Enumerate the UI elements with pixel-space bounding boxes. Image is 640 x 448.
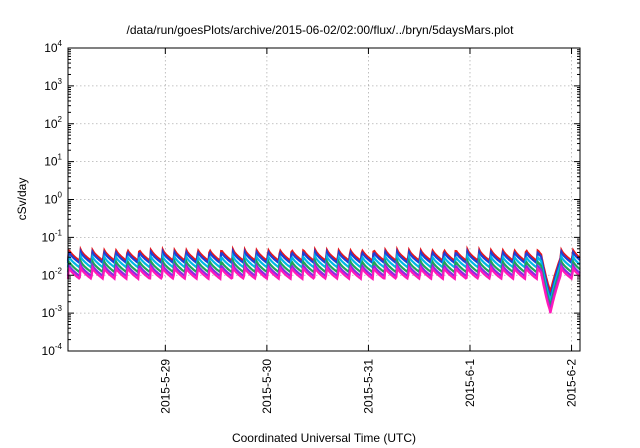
y-tick-label: 100: [44, 191, 62, 207]
grid: [68, 48, 580, 351]
x-tick-label: 2015-5-29: [158, 359, 172, 414]
x-tick-label: 2015-6-1: [463, 359, 477, 407]
y-tick-label: 104: [44, 39, 62, 55]
y-tick-label: 102: [44, 115, 62, 131]
series-group: [66, 245, 581, 314]
x-tick-label: 2015-5-31: [361, 359, 375, 414]
y-tick-label: 10-3: [42, 304, 63, 320]
x-axis-label: Coordinated Universal Time (UTC): [232, 431, 416, 445]
chart-title: /data/run/goesPlots/archive/2015-06-02/0…: [127, 23, 515, 37]
y-axis-label: cSv/day: [15, 178, 29, 221]
y-tick-label: 101: [44, 153, 62, 169]
series-line: [66, 263, 581, 314]
series-line: [66, 247, 581, 299]
x-tick-label: 2015-5-30: [260, 359, 274, 414]
y-axis: 10-4 10-3 10-2 10-1 100 101 102 103 104: [42, 39, 580, 358]
x-tick-label: 2015-6-2: [565, 359, 579, 407]
series-line: [66, 252, 581, 302]
series-line: [66, 260, 581, 311]
series-line: [66, 245, 581, 293]
y-tick-label: 10-2: [42, 266, 63, 282]
y-tick-label: 103: [44, 77, 62, 93]
y-tick-label: 10-4: [42, 342, 63, 358]
x-axis: 2015-5-29 2015-5-30 2015-5-31 2015-6-1 2015-…: [158, 48, 579, 414]
y-tick-label: 10-1: [42, 228, 63, 244]
series-line: [66, 256, 581, 307]
